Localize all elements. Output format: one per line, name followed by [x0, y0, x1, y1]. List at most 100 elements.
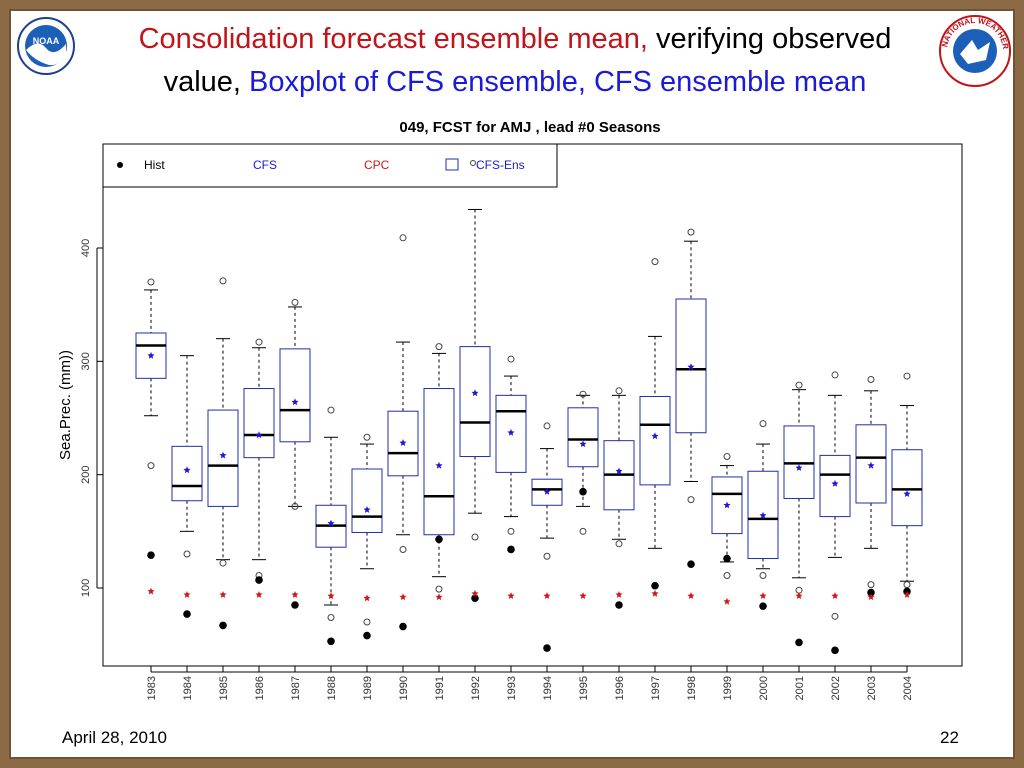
legend-label: CPC	[364, 158, 390, 172]
outlier-point	[291, 502, 299, 510]
x-tick-label: 2001	[794, 676, 806, 700]
x-tick-label: 1997	[650, 676, 662, 700]
hist-point	[255, 576, 263, 584]
cpc-point	[687, 592, 695, 599]
outlier-point	[507, 527, 515, 535]
outlier-point	[867, 581, 875, 589]
cfs-point	[651, 432, 659, 440]
cpc-point	[795, 592, 803, 599]
title-part-verifying: verifying observed	[648, 23, 892, 55]
hist-point	[759, 602, 767, 610]
x-tick-label: 1983	[146, 676, 158, 700]
x-tick-label: 2002	[830, 676, 842, 700]
outlier-point	[435, 585, 443, 593]
outlier-point	[219, 559, 227, 567]
outlier-point	[579, 390, 587, 398]
cpc-point	[363, 594, 371, 602]
cfs-point	[183, 466, 191, 474]
cfs-point	[255, 431, 263, 439]
slide-title: Consolidation forecast ensemble mean, ve…	[60, 18, 970, 104]
cfs-point	[723, 501, 731, 509]
hist-point	[363, 631, 371, 640]
cpc-point	[759, 592, 767, 599]
x-tick-label: 1985	[218, 676, 230, 700]
outlier-point	[435, 343, 443, 351]
chart-title: 049, FCST for AMJ , lead #0 Seasons	[399, 119, 660, 136]
box-1995	[567, 407, 599, 468]
hist-point	[687, 560, 695, 568]
hist-point	[399, 622, 407, 631]
cpc-point	[399, 593, 407, 601]
x-tick-label: 1998	[686, 676, 698, 700]
x-tick-label: 1999	[722, 676, 734, 700]
cfs-point	[903, 490, 911, 497]
legend-box-marker	[445, 158, 459, 171]
outlier-point	[291, 298, 299, 306]
outlier-point	[759, 572, 767, 580]
hist-point	[471, 594, 479, 602]
x-tick-label: 1988	[326, 676, 338, 700]
cfs-point	[543, 487, 551, 495]
x-axis: 1983 1984 1985 1986 1987 1988 1989 1990 1991 1992…	[146, 666, 914, 700]
cpc-point	[579, 592, 587, 599]
box-1986	[243, 388, 275, 459]
title-part-boxplot: Boxplot of CFS ensemble, CFS ensemble me…	[249, 66, 867, 98]
x-tick-label: 1991	[434, 676, 446, 700]
cfs-point	[795, 464, 803, 471]
cpc-point	[471, 589, 479, 597]
y-tick-label: 400	[80, 239, 92, 257]
outlier-point	[615, 540, 623, 548]
cfs-point	[435, 461, 443, 469]
x-tick-label: 1987	[290, 676, 302, 700]
y-axis: 100 200 300 400	[80, 239, 103, 597]
outlier-point	[687, 228, 695, 236]
cfs-point	[291, 398, 299, 406]
cpc-point	[651, 589, 659, 597]
x-tick-label: 1993	[506, 676, 518, 700]
cpc-point	[543, 592, 551, 599]
outlier-point	[183, 550, 191, 558]
title-part-consolidation: Consolidation forecast ensemble mean,	[138, 23, 648, 55]
box-1985	[207, 409, 239, 507]
outlier-point	[399, 234, 407, 242]
hist-point	[183, 610, 191, 618]
svg-text:NOAA: NOAA	[33, 36, 60, 46]
y-tick-label: 300	[80, 352, 92, 370]
box-1990	[387, 410, 419, 477]
hist-point	[579, 487, 587, 496]
x-tick-label: 1996	[614, 676, 626, 700]
cpc-point	[255, 591, 263, 598]
outlier-point	[903, 581, 911, 589]
cfs-point	[831, 479, 839, 487]
hist-point	[723, 554, 731, 563]
cfs-point	[219, 451, 227, 459]
box-1991	[423, 388, 455, 536]
box-1987	[279, 348, 311, 443]
cfs-point	[399, 439, 407, 446]
y-tick-label: 200	[80, 465, 92, 483]
page-number: 22	[940, 728, 959, 747]
legend: Hist CFS CPC CFS-Ens	[102, 143, 558, 188]
x-tick-label: 2004	[902, 676, 914, 700]
cfs-point	[363, 506, 371, 513]
outlier-point	[363, 433, 371, 441]
x-tick-label: 1989	[362, 676, 374, 700]
x-tick-label: 2003	[866, 676, 878, 700]
outlier-point	[543, 422, 551, 430]
hist-point	[867, 588, 875, 597]
box-2002	[819, 454, 851, 518]
footer-date: April 28, 2010	[62, 728, 167, 747]
outlier-point	[327, 406, 335, 414]
hist-point	[831, 646, 839, 655]
box-1993	[495, 394, 527, 473]
hist-point	[435, 535, 443, 544]
outlier-point	[615, 387, 623, 395]
nws-logo-icon: NATIONAL WEATHER SERVICE	[938, 14, 1011, 87]
slide-frame	[9, 9, 1015, 759]
outlier-point	[723, 572, 731, 580]
cfs-point	[471, 389, 479, 397]
cfs-point	[615, 467, 623, 475]
outlier-point	[867, 375, 875, 383]
cfs-point	[147, 351, 155, 359]
